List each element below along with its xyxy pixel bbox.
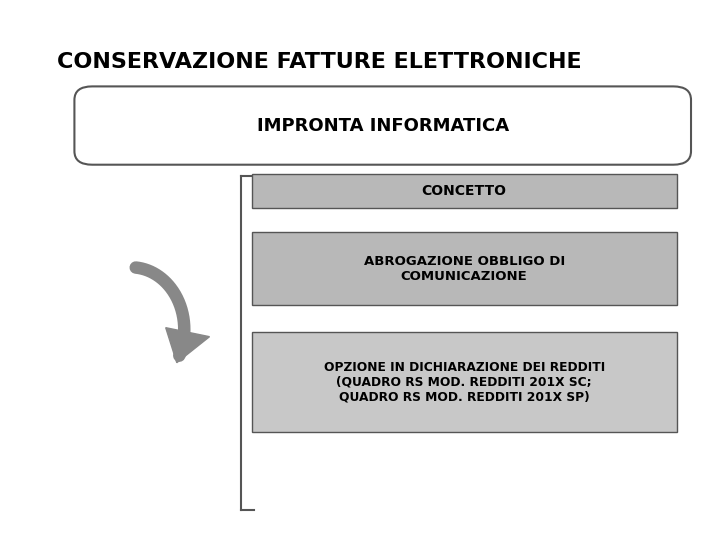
Text: OPZIONE IN DICHIARAZIONE DEI REDDITI
(QUADRO RS MOD. REDDITI 201X SC;
QUADRO RS : OPZIONE IN DICHIARAZIONE DEI REDDITI (QU… — [323, 361, 605, 403]
FancyBboxPatch shape — [251, 174, 677, 208]
Polygon shape — [166, 328, 210, 363]
FancyBboxPatch shape — [74, 86, 691, 165]
FancyBboxPatch shape — [251, 332, 677, 432]
Text: CONSERVAZIONE FATTURE ELETTRONICHE: CONSERVAZIONE FATTURE ELETTRONICHE — [57, 52, 581, 72]
Text: ABROGAZIONE OBBLIGO DI
COMUNICAZIONE: ABROGAZIONE OBBLIGO DI COMUNICAZIONE — [364, 255, 565, 282]
FancyBboxPatch shape — [251, 232, 677, 305]
Text: IMPRONTA INFORMATICA: IMPRONTA INFORMATICA — [256, 117, 509, 134]
Text: CONCETTO: CONCETTO — [422, 184, 507, 198]
